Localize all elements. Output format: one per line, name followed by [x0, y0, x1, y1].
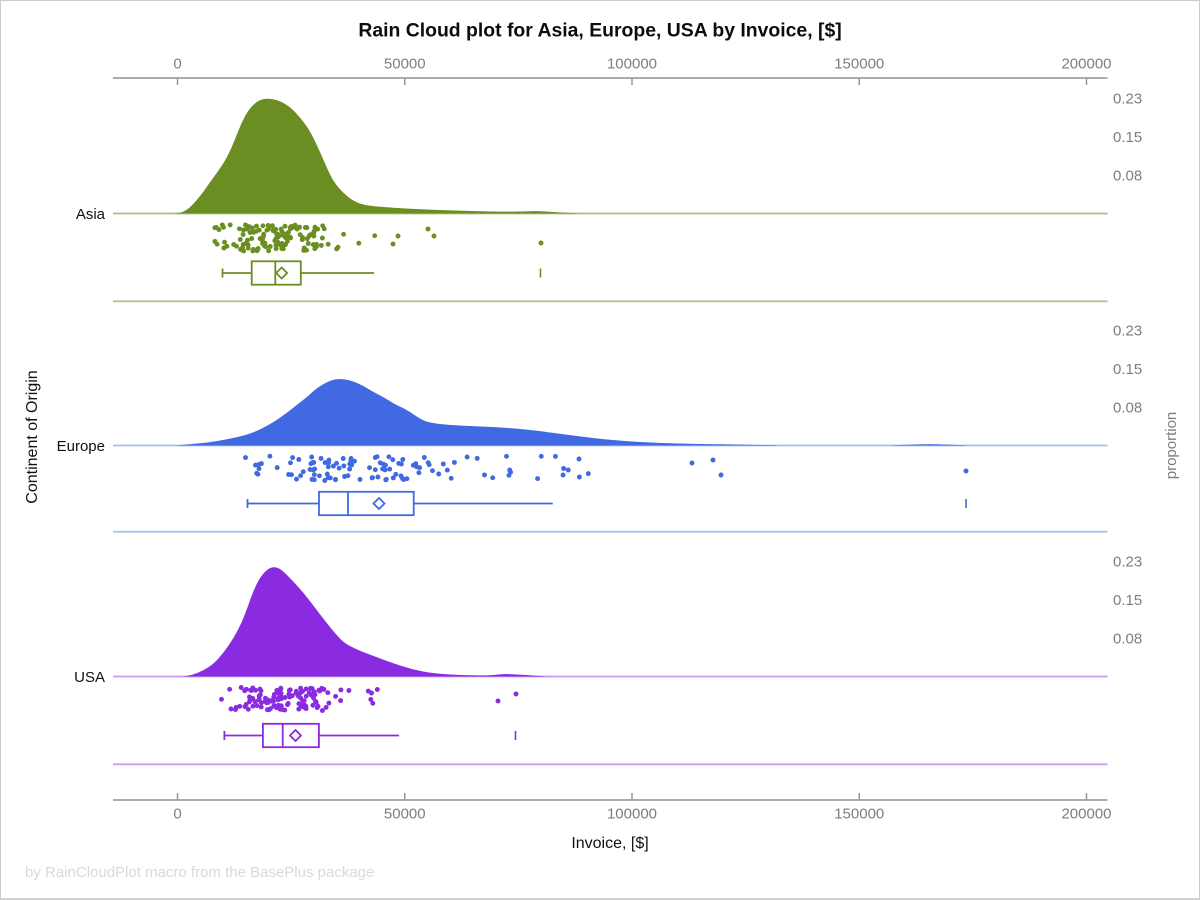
svg-text:150000: 150000: [834, 806, 884, 823]
svg-text:200000: 200000: [1061, 806, 1111, 823]
svg-text:by RainCloudPlot macro from th: by RainCloudPlot macro from the BasePlus…: [25, 864, 374, 881]
svg-text:0: 0: [173, 806, 181, 823]
svg-text:0.23: 0.23: [1113, 553, 1142, 570]
svg-text:0: 0: [173, 56, 181, 73]
svg-text:USA: USA: [74, 669, 105, 686]
svg-text:0.08: 0.08: [1113, 630, 1142, 647]
svg-text:Europe: Europe: [57, 438, 105, 455]
svg-text:0.15: 0.15: [1113, 592, 1142, 609]
svg-text:50000: 50000: [384, 56, 426, 73]
svg-text:50000: 50000: [384, 806, 426, 823]
svg-text:Asia: Asia: [76, 206, 106, 223]
svg-text:200000: 200000: [1061, 56, 1111, 73]
svg-text:Continent of Origin: Continent of Origin: [24, 370, 41, 503]
svg-text:0.23: 0.23: [1113, 322, 1142, 339]
svg-text:0.08: 0.08: [1113, 167, 1142, 184]
svg-text:150000: 150000: [834, 56, 884, 73]
svg-text:Invoice, [$]: Invoice, [$]: [571, 835, 648, 852]
svg-text:proportion: proportion: [1163, 412, 1180, 480]
svg-text:100000: 100000: [607, 806, 657, 823]
svg-text:0.23: 0.23: [1113, 90, 1142, 107]
svg-text:100000: 100000: [607, 56, 657, 73]
svg-text:Rain Cloud plot for Asia, Euro: Rain Cloud plot for Asia, Europe, USA by…: [358, 20, 841, 42]
svg-text:0.15: 0.15: [1113, 361, 1142, 378]
svg-text:0.08: 0.08: [1113, 399, 1142, 416]
svg-text:0.15: 0.15: [1113, 129, 1142, 146]
